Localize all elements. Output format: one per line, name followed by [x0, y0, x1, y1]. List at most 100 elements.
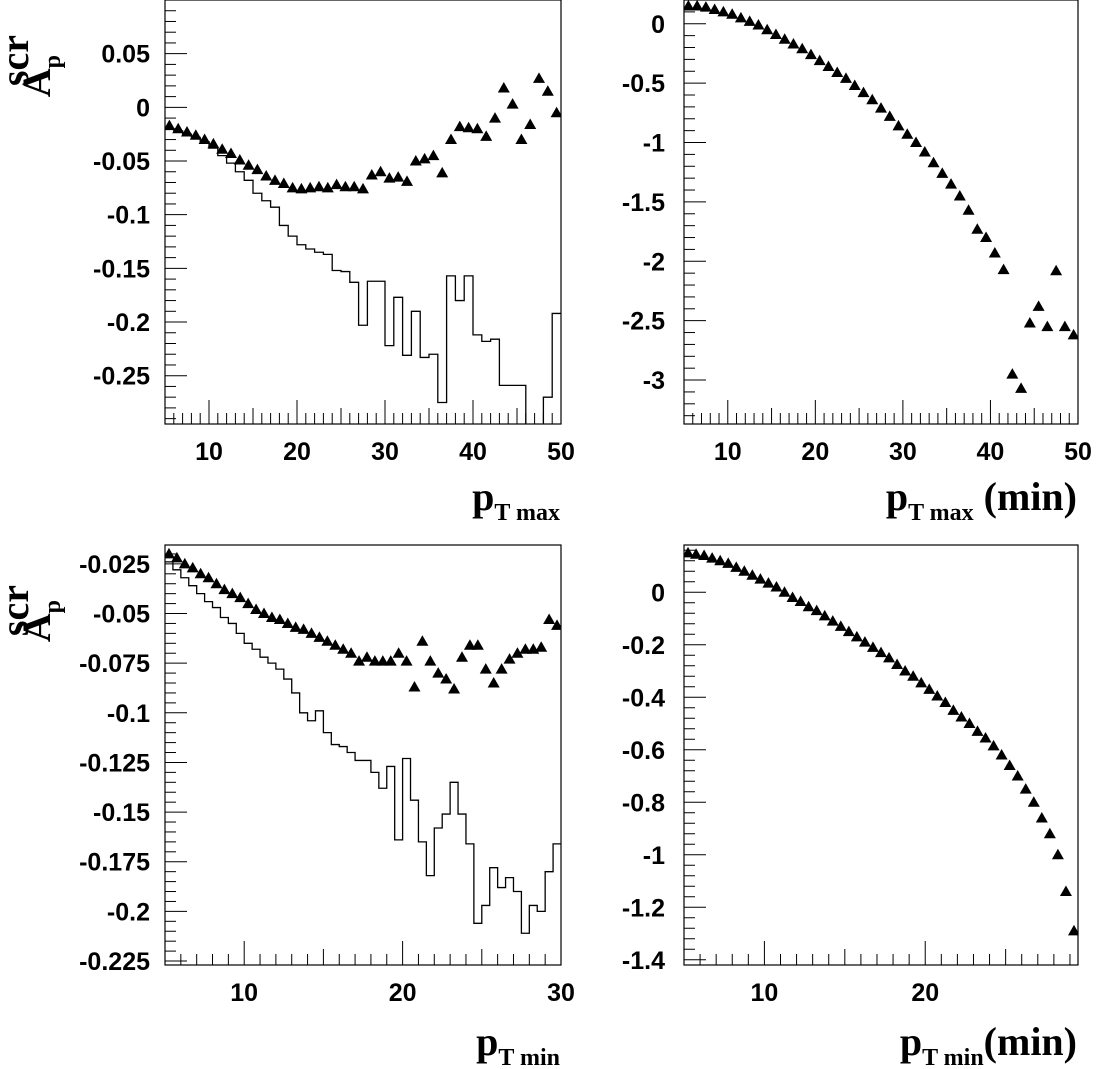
chart-0-data-point [286, 181, 299, 193]
panel-top-right: 10 20 30 40 500-0.5-1-1.5-2-2.5-3pT max (min… [0, 0, 1092, 526]
chart-0-data-point [165, 119, 176, 131]
chart-2-y-tick-label: -0.075 [79, 650, 150, 678]
chart-2-data-point [265, 611, 278, 622]
chart-1-data-point [866, 93, 879, 105]
chart-3-data-point [1011, 770, 1024, 781]
chart-0-data-point [225, 147, 237, 158]
chart-3-data-point [850, 630, 863, 642]
chart-1-data-point [822, 60, 835, 72]
chart-1-plot-frame [683, 0, 1079, 425]
chart-3-x-tick-label: 10 [751, 979, 779, 1007]
chart-0-data-point [233, 153, 246, 165]
chart-3-data-point [810, 604, 823, 616]
chart-1-data-point [804, 48, 817, 60]
chart-3-data-area [684, 546, 1078, 936]
chart-1-y-tick-label: -2.5 [622, 308, 665, 336]
chart-0-data-point [533, 72, 545, 83]
chart-1-data-point [962, 204, 975, 215]
chart-1-data-point [980, 231, 993, 243]
chart-0-data-point [497, 82, 510, 93]
chart-3-data-point [802, 600, 815, 612]
chart-2-x-axis-title: pT min [476, 1019, 560, 1069]
chart-3-x-axis-suffix: (min) [984, 1019, 1077, 1064]
chart-1-data-point [901, 128, 914, 139]
chart-3-y-axis-main: scr [0, 585, 37, 636]
chart-1-data-point [945, 178, 958, 189]
chart-2-data-point [353, 655, 366, 666]
chart-1-x-tick-label: 30 [889, 438, 917, 466]
chart-1-data-point [953, 189, 966, 201]
chart-3-x-axis-title: pT min(min) [900, 1019, 1077, 1069]
chart-2-data-point [345, 647, 358, 658]
chart-0-histogram-line [165, 128, 561, 424]
chart-2-data-point [487, 677, 500, 688]
chart-3-data-point [834, 620, 847, 631]
chart-3-data-point [963, 717, 976, 728]
chart-2-y-tick-label: -0.2 [107, 898, 150, 926]
chart-3-data-point [1043, 827, 1056, 839]
chart-1-data-point [1041, 320, 1054, 332]
chart-2-x-tick-label: 30 [547, 979, 575, 1007]
chart-3-data-point [1051, 848, 1064, 860]
chart-1-data-point [726, 8, 739, 19]
chart-2-x-tick-label: 10 [230, 979, 258, 1007]
chart-1-y-tick-label: -0.5 [622, 70, 665, 98]
chart-3-data-point [730, 561, 743, 572]
chart-0-data-point [313, 180, 325, 192]
chart-1-data-point [708, 3, 721, 15]
chart-3-data-point [684, 546, 695, 558]
chart-0-x-tick-label: 20 [283, 438, 311, 466]
chart-3-x-tick-label: 20 [911, 979, 939, 1007]
chart-2-data-point [535, 641, 548, 652]
chart-3-data-point [842, 625, 855, 637]
chart-2-y-tick-label: -0.05 [93, 601, 150, 629]
chart-1-x-axis-subscript: T max [908, 500, 974, 526]
chart-2-data-point [297, 623, 310, 634]
chart-2-data-point [234, 591, 247, 603]
chart-2-data-point [456, 651, 468, 662]
chart-1-data-point [813, 54, 826, 66]
chart-3-x-axis-subscript: T min [922, 1045, 984, 1069]
chart-3-data-point [883, 651, 896, 663]
chart-2-data-point [226, 587, 239, 599]
chart-2-data-point [408, 680, 421, 692]
chart-2-data-point [210, 577, 223, 589]
chart-2-data-point [360, 651, 373, 662]
chart-1-data-area [684, 0, 1078, 393]
chart-1-y-axis-main: scr [0, 35, 37, 86]
chart-3-data-point [947, 704, 960, 715]
chart-1-y-tick-label: -1.5 [622, 189, 665, 217]
chart-2-y-axis-title: Ap [14, 600, 66, 642]
chart-2-data-area [165, 547, 561, 934]
chart-1-data-point [734, 11, 747, 23]
chart-3-data-point [690, 548, 703, 559]
chart-0-data-point [409, 155, 422, 166]
chart-2-data-point [511, 647, 524, 658]
chart-3-y-tick-label: -1.2 [622, 894, 665, 922]
chart-3-data-point [1035, 812, 1048, 823]
chart-2-data-point [448, 682, 461, 694]
chart-3-data-point [955, 710, 968, 722]
chart-0-data-area [165, 72, 561, 424]
chart-1-data-point [910, 136, 923, 148]
chart-0-y-tick-label: -0.2 [107, 309, 150, 337]
chart-1-data-point [1023, 317, 1036, 328]
panel-bottom-right: 10 200-0.2-0.4-0.6-0.8-1-1.2-1.4pT min(mi… [0, 544, 1079, 1069]
chart-2-y-tick-label: -0.175 [79, 849, 150, 877]
chart-1-y-axis-title: scr [0, 35, 37, 86]
chart-0-data-point [251, 163, 264, 175]
chart-1-data-point [1058, 320, 1071, 332]
chart-2-y-tick-label: -0.1 [107, 700, 150, 728]
chart-3-data-point [698, 549, 711, 560]
chart-2-data-point [305, 627, 318, 638]
chart-3-x-axis-main: p [900, 1019, 922, 1064]
chart-1-x-tick-label: 40 [977, 438, 1005, 466]
chart-1-y-tick-label: -1 [643, 130, 665, 158]
chart-1-data-point [918, 146, 931, 157]
chart-1-data-point [787, 37, 800, 49]
chart-2-data-point [258, 607, 270, 619]
chart-0-data-point [453, 120, 466, 132]
chart-2-data-point [551, 619, 561, 630]
chart-3-data-point [899, 665, 912, 676]
chart-0-data-point [330, 178, 343, 190]
